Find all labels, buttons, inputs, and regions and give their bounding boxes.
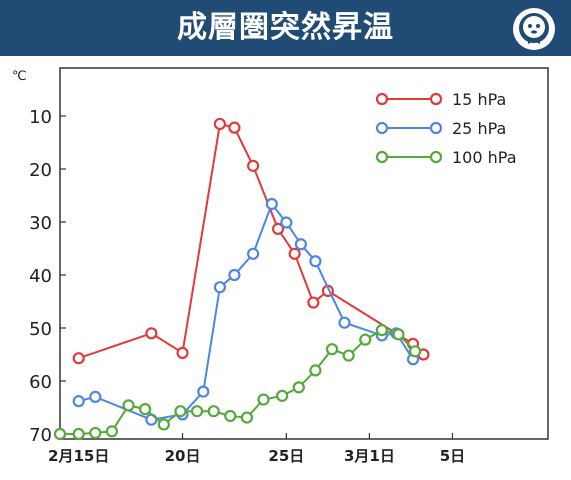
- x-tick-label: 25日: [268, 447, 304, 465]
- legend-entry: 100 hPa: [375, 148, 517, 167]
- legend-marker: [375, 150, 389, 164]
- legend-marker: [429, 150, 443, 164]
- data-point: [247, 159, 260, 172]
- data-point: [213, 117, 226, 131]
- legend-marker: [429, 92, 443, 106]
- data-point: [257, 393, 270, 406]
- data-point: [309, 364, 322, 377]
- data-point: [276, 389, 289, 402]
- data-point: [240, 411, 253, 424]
- data-point: [342, 349, 355, 362]
- legend-entry: 15 hPa: [375, 90, 506, 109]
- data-point: [122, 399, 135, 412]
- series-0: [72, 117, 430, 365]
- data-point: [408, 345, 422, 358]
- weather-mascot-icon: [513, 8, 555, 50]
- data-point: [157, 418, 170, 431]
- legend-marker: [375, 92, 389, 106]
- data-point: [89, 390, 102, 403]
- legend-label: 25 hPa: [452, 119, 506, 138]
- page-title: 成層圏突然昇温: [177, 10, 394, 45]
- legend-marker: [429, 121, 443, 135]
- data-point: [288, 247, 301, 260]
- data-point: [359, 333, 372, 346]
- data-point: [325, 343, 339, 356]
- chart: 10 20 30 40 50 60 70 2月15日 20日 25日 3月1日 5日 15 hPa 2…: [12, 67, 549, 465]
- series-1: [72, 197, 420, 426]
- x-tick-label: 20日: [165, 447, 201, 465]
- data-point: [294, 238, 307, 251]
- y-tick-label: 70: [29, 425, 52, 446]
- data-point: [280, 216, 293, 229]
- data-point: [72, 395, 85, 408]
- data-point: [176, 346, 189, 360]
- data-point: [213, 281, 226, 294]
- data-point: [271, 222, 285, 235]
- data-point: [228, 121, 241, 134]
- legend-label: 100 hPa: [452, 148, 517, 167]
- data-point: [338, 316, 351, 329]
- data-point: [307, 296, 320, 309]
- y-tick-label: 40: [29, 266, 52, 287]
- data-point: [72, 427, 85, 441]
- series-line: [78, 122, 425, 360]
- data-point: [292, 381, 305, 394]
- legend-label: 15 hPa: [452, 90, 506, 109]
- data-point: [228, 268, 241, 282]
- x-tick-label: 2月15日: [48, 447, 109, 465]
- plot-frame: [59, 67, 549, 440]
- x-tick-label: 3月1日: [344, 447, 395, 465]
- series-line: [60, 329, 416, 435]
- data-point: [145, 327, 158, 340]
- data-point: [174, 405, 187, 418]
- data-point: [139, 402, 152, 416]
- data-point: [72, 352, 85, 365]
- legend-marker: [375, 121, 389, 135]
- data-point: [89, 426, 102, 440]
- data-point: [190, 405, 204, 418]
- data-point: [309, 255, 322, 268]
- y-tick-label: 30: [29, 213, 52, 234]
- y-tick-label: 50: [29, 319, 52, 340]
- data-point: [247, 247, 260, 260]
- data-point: [197, 385, 210, 398]
- y-axis-unit-label: ℃: [12, 69, 27, 84]
- header-bar: [0, 0, 571, 56]
- data-point: [224, 409, 237, 423]
- y-tick-label: 10: [29, 107, 52, 128]
- data-point: [265, 197, 278, 211]
- data-point: [375, 324, 388, 337]
- data-point: [392, 328, 405, 341]
- data-point: [105, 425, 119, 438]
- data-point: [53, 427, 67, 441]
- x-tick-label: 5日: [440, 447, 465, 465]
- series-2: [53, 324, 422, 441]
- y-tick-label: 20: [29, 160, 52, 181]
- legend-entry: 25 hPa: [375, 119, 506, 138]
- y-tick-label: 60: [29, 372, 52, 393]
- data-point: [207, 405, 220, 418]
- series-line: [78, 201, 414, 421]
